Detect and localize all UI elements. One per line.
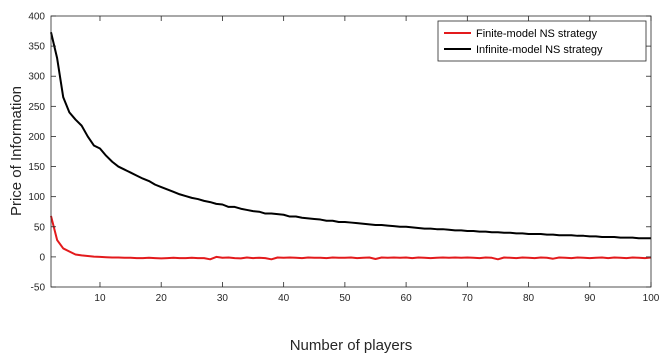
plot-lines [50,32,652,261]
legend-label: Finite-model NS strategy [476,28,598,40]
y-axis-label: Price of Information [8,86,25,216]
x-tick-label: 60 [401,293,413,304]
x-tick-label: 10 [94,293,106,304]
x-tick-label: 90 [584,293,596,304]
y-tick-label: 50 [34,222,46,233]
y-tick-label: 150 [28,162,45,173]
y-axis: -50 0 50 100 150 200 250 300 350 400 [28,12,651,294]
y-tick-label: 200 [28,132,45,143]
y-tick-label: 250 [28,102,45,113]
y-tick-label: 0 [39,252,45,263]
x-tick-label: 40 [278,293,290,304]
series-line-finite-model [50,215,652,261]
legend: Finite-model NS strategy Infinite-model N… [437,20,647,62]
x-tick-label: 30 [217,293,229,304]
x-tick-label: 100 [643,293,660,304]
x-tick-label: 50 [339,293,351,304]
y-tick-label: -50 [31,283,46,294]
y-tick-label: 300 [28,72,45,83]
y-tick-label: 100 [28,192,45,203]
legend-label: Infinite-model NS strategy [476,44,603,56]
x-tick-label: 20 [156,293,168,304]
series-line-infinite-model [50,32,651,240]
x-tick-label: 80 [523,293,535,304]
x-axis: 10 20 30 40 50 60 70 80 90 100 [94,16,660,304]
x-axis-label: Number of players [290,337,413,354]
plot-area-frame [50,15,652,288]
y-tick-label: 400 [28,12,45,23]
y-tick-label: 350 [28,42,45,53]
x-tick-label: 70 [462,293,474,304]
legend-box [437,20,647,62]
